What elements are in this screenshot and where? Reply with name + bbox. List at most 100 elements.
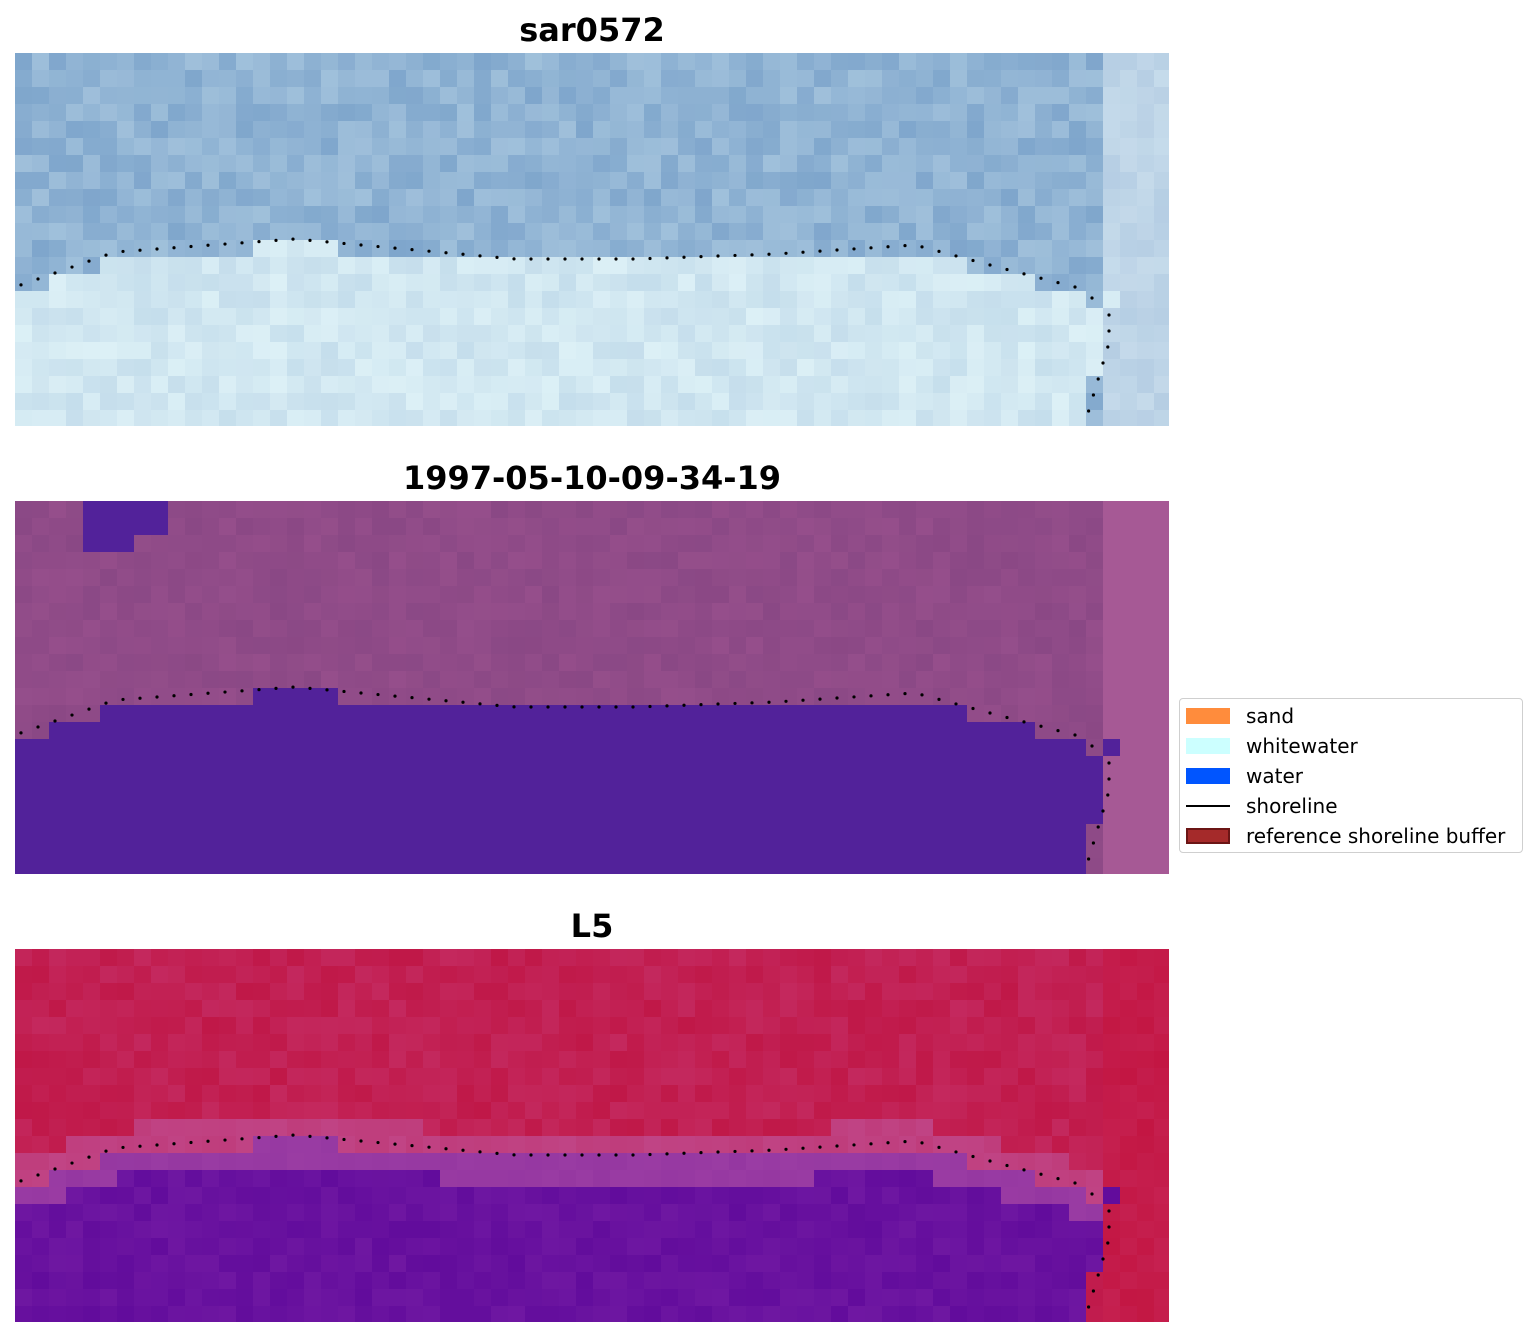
image-pixel [83, 705, 101, 723]
image-pixel [185, 1136, 203, 1154]
image-pixel [576, 189, 594, 207]
image-pixel [831, 824, 849, 842]
image-pixel [576, 1289, 594, 1307]
image-pixel [134, 376, 152, 394]
image-pixel [1052, 53, 1070, 71]
image-pixel [236, 240, 254, 258]
image-pixel [865, 1119, 883, 1137]
image-pixel [1086, 535, 1104, 553]
image-pixel [491, 138, 509, 156]
image-pixel [780, 620, 798, 638]
image-pixel [644, 1119, 662, 1137]
image-pixel [338, 586, 356, 604]
image-pixel [797, 1085, 815, 1103]
image-pixel [117, 501, 135, 519]
image-pixel [457, 1238, 475, 1256]
image-pixel [950, 569, 968, 587]
image-pixel [984, 1102, 1002, 1120]
image-pixel [338, 501, 356, 519]
image-pixel [15, 1034, 33, 1052]
image-pixel [593, 189, 611, 207]
image-pixel [797, 223, 815, 241]
image-pixel [83, 518, 101, 536]
image-pixel [117, 155, 135, 173]
image-pixel [1035, 376, 1053, 394]
image-pixel [151, 671, 169, 689]
image-pixel [746, 552, 764, 570]
image-pixel [219, 1306, 237, 1322]
image-pixel [100, 1136, 118, 1154]
image-pixel [219, 569, 237, 587]
image-pixel [15, 172, 33, 190]
image-pixel [1086, 1119, 1104, 1137]
image-pixel [1086, 1255, 1104, 1273]
image-pixel [406, 104, 424, 122]
image-pixel [202, 620, 220, 638]
image-pixel [780, 172, 798, 190]
image-pixel [525, 104, 543, 122]
image-pixel [678, 138, 696, 156]
image-pixel [763, 53, 781, 71]
image-pixel [1069, 1136, 1087, 1154]
image-pixel [610, 291, 628, 309]
image-pixel [508, 104, 526, 122]
image-pixel [423, 586, 441, 604]
image-pixel [797, 1289, 815, 1307]
image-pixel [49, 1221, 67, 1239]
image-pixel [66, 654, 84, 672]
image-pixel [440, 569, 458, 587]
image-pixel [304, 552, 322, 570]
image-pixel [202, 223, 220, 241]
image-pixel [967, 722, 985, 740]
image-pixel [984, 1068, 1002, 1086]
image-pixel [916, 722, 934, 740]
image-pixel [406, 1068, 424, 1086]
image-pixel [984, 325, 1002, 343]
image-pixel [423, 1204, 441, 1222]
image-pixel [83, 393, 101, 411]
image-pixel [1137, 104, 1155, 122]
image-pixel [134, 688, 152, 706]
image-pixel [559, 104, 577, 122]
image-pixel [1103, 773, 1121, 791]
image-pixel [831, 189, 849, 207]
image-pixel [202, 552, 220, 570]
image-pixel [780, 739, 798, 757]
image-pixel [1018, 240, 1036, 258]
image-pixel [457, 1119, 475, 1137]
image-pixel [984, 291, 1002, 309]
image-pixel [117, 1000, 135, 1018]
image-pixel [440, 949, 458, 967]
image-pixel [304, 1289, 322, 1307]
image-pixel [678, 949, 696, 967]
image-pixel [321, 858, 339, 874]
image-pixel [644, 1102, 662, 1120]
image-pixel [134, 291, 152, 309]
image-pixel [168, 1238, 186, 1256]
image-pixel [185, 1034, 203, 1052]
image-pixel [950, 671, 968, 689]
image-pixel [916, 1068, 934, 1086]
image-pixel [593, 410, 611, 426]
image-pixel [287, 654, 305, 672]
image-pixel [695, 569, 713, 587]
image-pixel [440, 654, 458, 672]
image-pixel [542, 1085, 560, 1103]
image-pixel [576, 138, 594, 156]
image-pixel [491, 121, 509, 139]
image-pixel [695, 53, 713, 71]
image-pixel [1103, 1017, 1121, 1035]
image-pixel [185, 518, 203, 536]
image-pixel [1018, 342, 1036, 360]
image-pixel [457, 189, 475, 207]
image-pixel [763, 1017, 781, 1035]
image-pixel [882, 790, 900, 808]
image-pixel [389, 1204, 407, 1222]
image-pixel [338, 552, 356, 570]
image-pixel [746, 223, 764, 241]
image-pixel [1103, 104, 1121, 122]
image-pixel [1120, 739, 1138, 757]
image-pixel [253, 1000, 271, 1018]
image-pixel [916, 983, 934, 1001]
image-pixel [780, 1085, 798, 1103]
